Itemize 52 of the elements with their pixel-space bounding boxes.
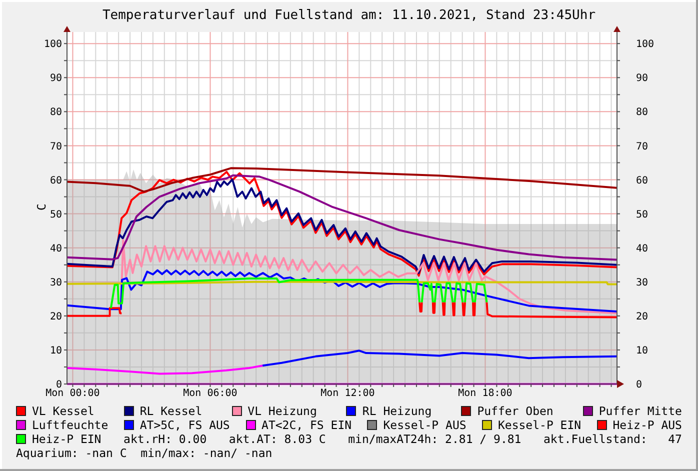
x-tick-label: Mon 00:00 (46, 388, 100, 400)
legend-label: Kessel-P EIN (498, 418, 582, 432)
legend-label: Puffer Oben (477, 404, 554, 418)
line-series (66, 269, 618, 312)
y-tick-label: 100 (44, 39, 62, 50)
y-tick-label: 60 (50, 175, 62, 186)
text: min/maxAT24h: 2.81 / 9.81 (348, 432, 522, 446)
y2-tick-label: 0 (636, 380, 642, 391)
y2-tick-label: 70 (636, 141, 648, 152)
y2-tick-label: 60 (636, 175, 648, 186)
legend-label: RL Kessel (140, 404, 202, 418)
y2-tick-label: 20 (636, 311, 648, 322)
y-tick-label: 50 (50, 209, 62, 220)
y-tick-label: 10 (50, 346, 62, 357)
legend-label: Heiz-P AUS (612, 418, 682, 432)
y2-tick-label: 30 (636, 277, 648, 288)
text: Aquarium: -nan C min/max: -nan/ -nan (16, 446, 272, 460)
y-tick-label: 0 (56, 380, 62, 391)
text: akt.Fuellstand: 47 (544, 432, 682, 446)
line-series (120, 239, 618, 314)
legend-label: Heiz-P EIN (32, 432, 102, 446)
y2-tick-label: 50 (636, 209, 648, 220)
chart-title: Temperaturverlauf und Fuellstand am: 11.10.2021, Stand 23:45Uhr (102, 8, 596, 23)
y-axis-title: C (34, 204, 48, 210)
legend-label: Kessel-P AUS (383, 418, 466, 432)
y-tick-label: 70 (50, 141, 62, 152)
legend-label: VL Heizung (248, 404, 317, 418)
text: akt.rH: 0.00 (124, 432, 207, 446)
y2-tick-label: 10 (636, 346, 648, 357)
legend-label: RL Heizung (362, 404, 432, 418)
y-tick-label: 90 (50, 73, 62, 84)
legend-label: AT>5C, FS AUS (140, 418, 230, 432)
x-tick-label: Mon 12:00 (320, 388, 375, 400)
y2-tick-label: 100 (636, 39, 654, 50)
y2-tick-label: 40 (636, 243, 648, 254)
line-series (66, 364, 264, 375)
line-series (262, 350, 618, 367)
line-series (66, 174, 618, 261)
legend-label: Puffer Mitte (598, 404, 682, 418)
line-series (66, 167, 618, 193)
y-tick-label: 30 (50, 277, 62, 288)
y2-tick-label: 80 (636, 107, 648, 118)
x-tick-label: Mon 06:00 (183, 388, 238, 400)
x-tick-label: Mon 18:00 (458, 388, 512, 400)
legend-label: AT<2C, FS EIN (262, 418, 352, 432)
y2-tick-label: 90 (636, 73, 648, 84)
y-tick-label: 40 (50, 243, 62, 254)
y-tick-label: 20 (50, 311, 62, 322)
y-tick-label: 80 (50, 107, 62, 118)
text: akt.AT: 8.03 C (228, 432, 326, 446)
legend-label: VL Kessel (32, 404, 94, 418)
legend-label: Luftfeuchte (32, 418, 108, 432)
